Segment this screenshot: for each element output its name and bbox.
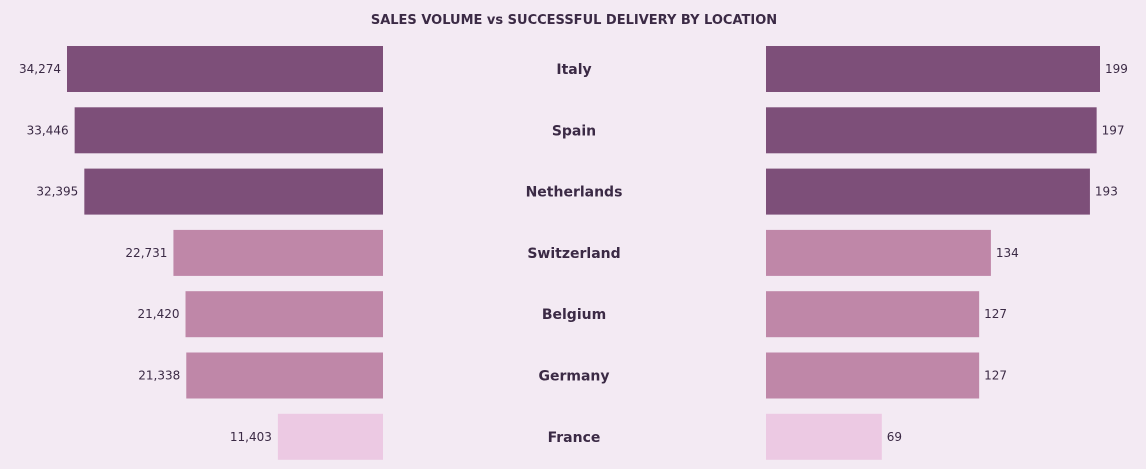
right-bar-italy: [766, 46, 1100, 92]
right-bar-switzerland: [766, 229, 991, 276]
left-value-label-france: 11,403: [230, 430, 272, 444]
left-value-label-germany: 21,338: [138, 369, 180, 383]
chart-rows: 34,274 Italy 199 33,446 Spain 197 32,395 Nether…: [19, 46, 1128, 460]
left-bar-spain: [74, 107, 384, 154]
right-bar-france: [766, 413, 882, 460]
left-value-label-belgium: 21,420: [138, 307, 180, 321]
right-value-label-netherlands: 193: [1095, 185, 1118, 199]
right-value-label-france: 69: [887, 430, 902, 444]
right-value-label-belgium: 127: [984, 307, 1007, 321]
category-label-france: France: [548, 430, 601, 446]
category-label-switzerland: Switzerland: [527, 246, 620, 262]
category-label-italy: Italy: [556, 62, 591, 78]
left-value-label-switzerland: 22,731: [125, 246, 167, 260]
right-value-label-germany: 127: [984, 369, 1007, 383]
left-bar-switzerland: [173, 229, 383, 276]
category-label-germany: Germany: [538, 369, 609, 385]
right-bar-belgium: [766, 291, 980, 338]
right-bar-netherlands: [766, 168, 1090, 215]
right-value-label-spain: 197: [1102, 123, 1125, 137]
right-bar-spain: [766, 107, 1097, 154]
left-bar-belgium: [185, 291, 383, 338]
right-value-label-switzerland: 134: [996, 246, 1019, 260]
right-bar-germany: [766, 352, 980, 399]
left-bar-italy: [67, 46, 383, 92]
category-label-netherlands: Netherlands: [526, 185, 623, 201]
left-bar-germany: [186, 352, 383, 399]
category-label-belgium: Belgium: [542, 307, 606, 323]
left-value-label-italy: 34,274: [19, 62, 61, 76]
category-label-spain: Spain: [552, 123, 596, 139]
chart-title: SALES VOLUME vs SUCCESSFUL DELIVERY BY L…: [371, 13, 777, 28]
left-value-label-spain: 33,446: [27, 123, 69, 137]
right-value-label-italy: 199: [1105, 62, 1128, 76]
left-bar-netherlands: [84, 168, 383, 215]
left-bar-france: [277, 413, 383, 460]
left-value-label-netherlands: 32,395: [36, 185, 78, 199]
